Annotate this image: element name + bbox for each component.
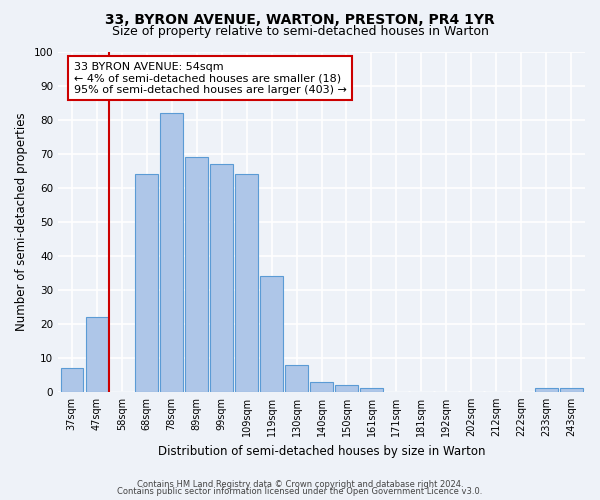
Bar: [535, 388, 557, 392]
Bar: [86, 317, 108, 392]
Text: Size of property relative to semi-detached houses in Warton: Size of property relative to semi-detach…: [112, 25, 488, 38]
Text: 33 BYRON AVENUE: 54sqm
← 4% of semi-detached houses are smaller (18)
95% of semi: 33 BYRON AVENUE: 54sqm ← 4% of semi-deta…: [74, 62, 347, 95]
Text: Contains public sector information licensed under the Open Government Licence v3: Contains public sector information licen…: [118, 487, 482, 496]
Bar: [211, 164, 233, 392]
Bar: [560, 388, 583, 392]
Y-axis label: Number of semi-detached properties: Number of semi-detached properties: [15, 112, 28, 331]
X-axis label: Distribution of semi-detached houses by size in Warton: Distribution of semi-detached houses by …: [158, 444, 485, 458]
Bar: [260, 276, 283, 392]
Bar: [160, 113, 183, 392]
Bar: [235, 174, 258, 392]
Bar: [310, 382, 333, 392]
Bar: [286, 364, 308, 392]
Bar: [335, 385, 358, 392]
Text: 33, BYRON AVENUE, WARTON, PRESTON, PR4 1YR: 33, BYRON AVENUE, WARTON, PRESTON, PR4 1…: [105, 12, 495, 26]
Bar: [136, 174, 158, 392]
Bar: [185, 157, 208, 392]
Bar: [360, 388, 383, 392]
Text: Contains HM Land Registry data © Crown copyright and database right 2024.: Contains HM Land Registry data © Crown c…: [137, 480, 463, 489]
Bar: [61, 368, 83, 392]
